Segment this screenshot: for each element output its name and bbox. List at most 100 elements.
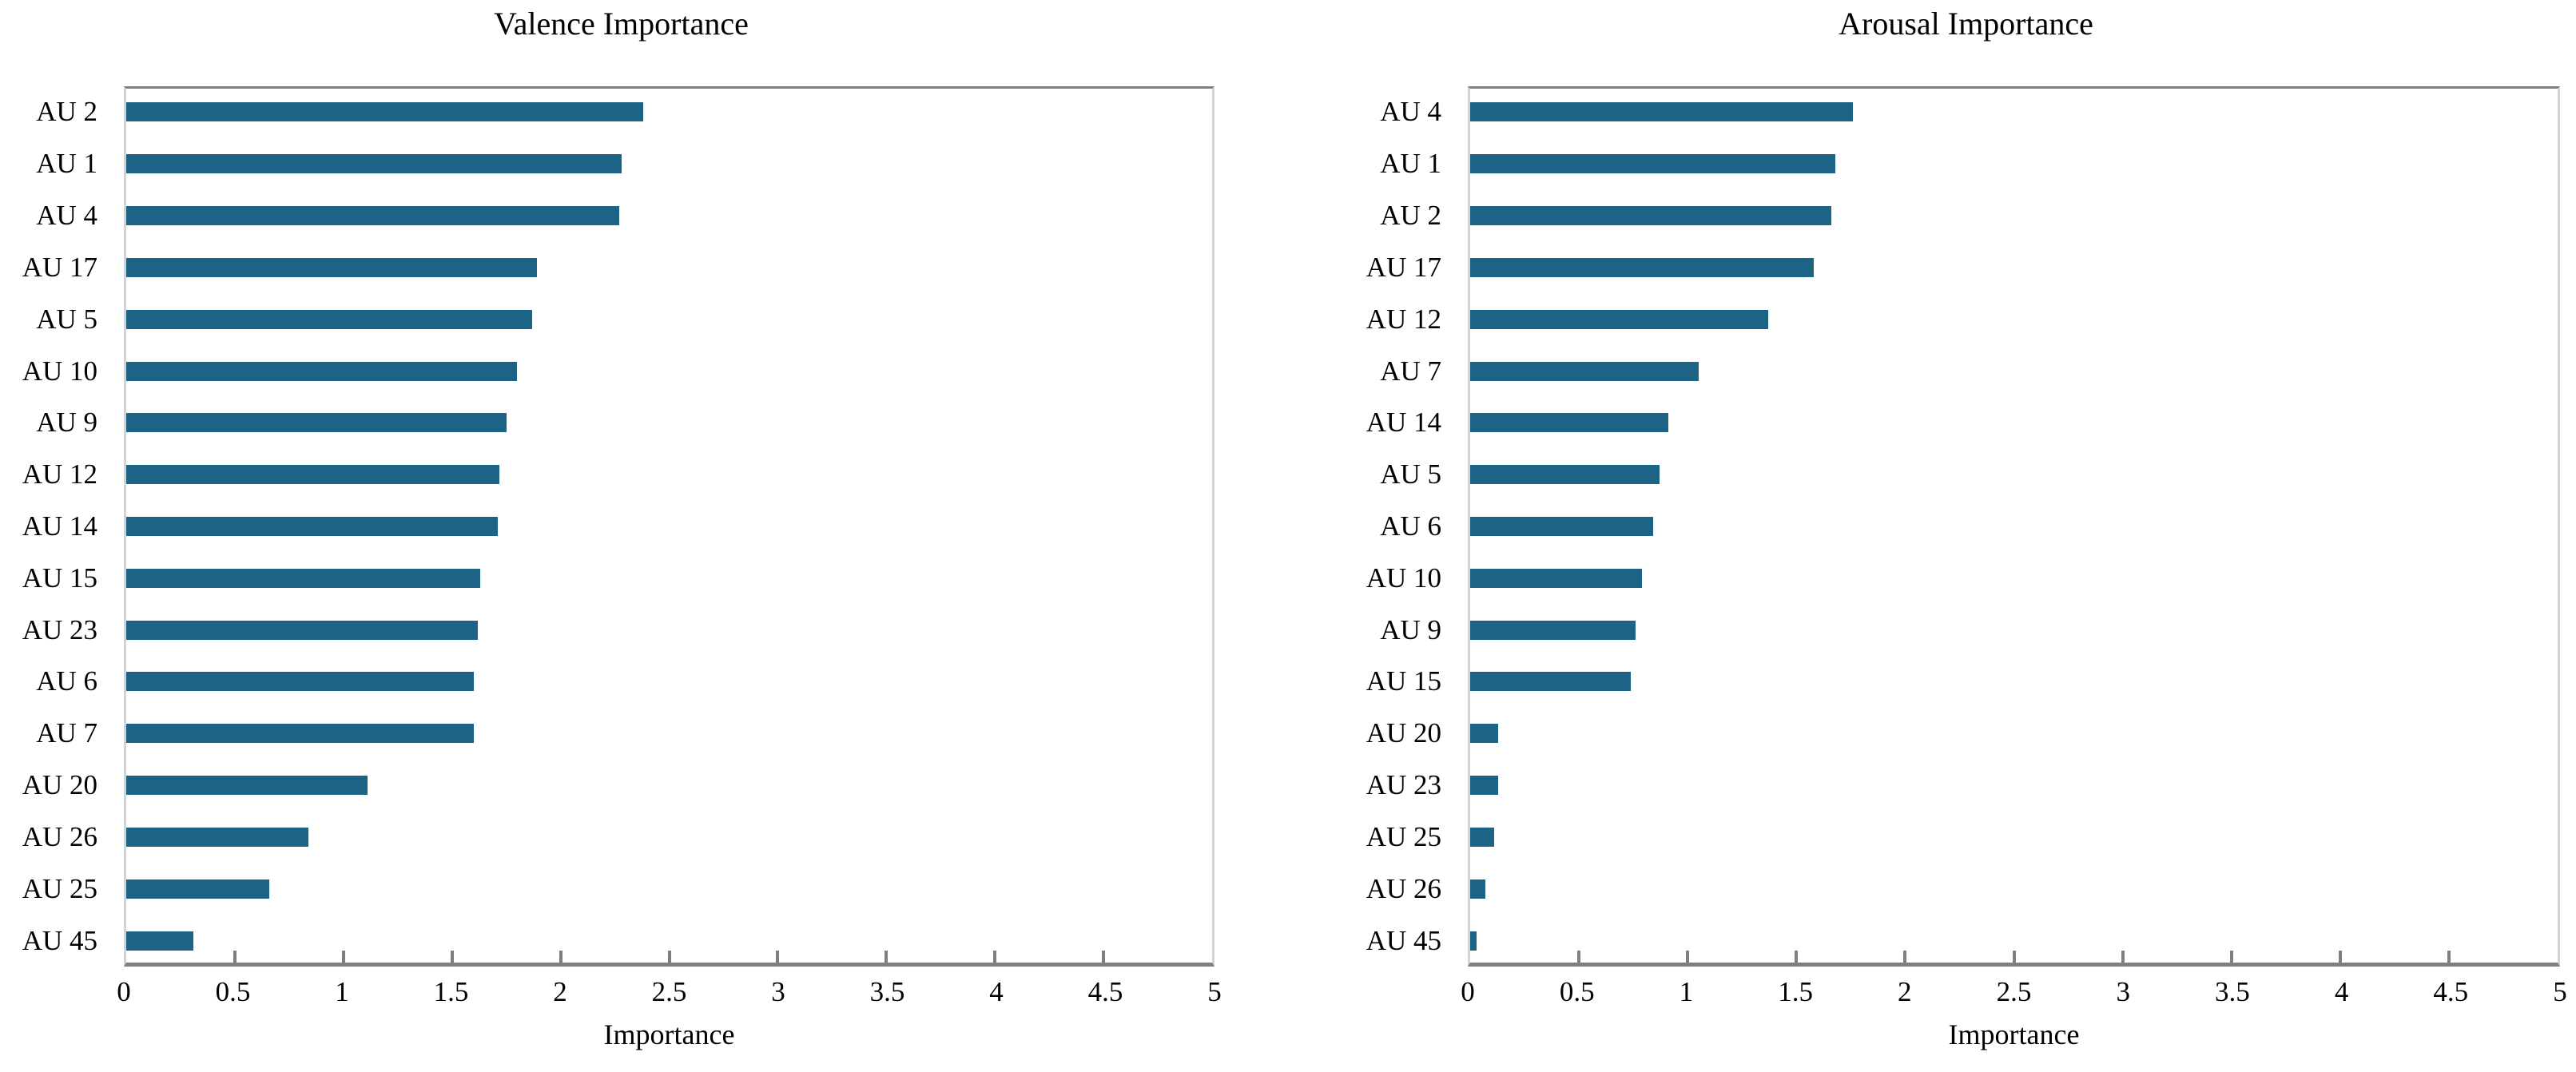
arousal-x-tick-2.5 [2012,951,2016,963]
valence-y-label-au-2: AU 2 [36,96,97,128]
valence-bar-au-12 [126,465,500,485]
valence-y-label-au-10: AU 10 [22,355,97,387]
valence-y-label-au-15: AU 15 [22,562,97,594]
valence-y-label-au-45: AU 45 [22,924,97,956]
arousal-chart: Arousal Importance Importance AU 4 AU 1 AU… [1288,0,2576,1072]
arousal-bar-au-14 [1470,413,1668,433]
valence-x-tick-label-5: 5 [1207,976,1222,1007]
arousal-x-tick-0.5 [1577,951,1581,963]
valence-x-axis-label: Importance [603,1018,735,1050]
arousal-bar-au-7 [1470,361,1699,381]
arousal-y-label-au-14: AU 14 [1366,407,1441,439]
valence-x-tick-2 [559,951,563,963]
arousal-bar-au-15 [1470,672,1632,692]
arousal-y-label-au-12: AU 12 [1366,303,1441,335]
arousal-y-label-au-25: AU 25 [1366,820,1441,852]
arousal-bar-au-12 [1470,309,1768,329]
valence-y-label-au-6: AU 6 [36,665,97,697]
valence-x-tick-label-4: 4 [989,976,1004,1007]
arousal-y-label-au-2: AU 2 [1380,200,1441,232]
arousal-y-label-au-26: AU 26 [1366,872,1441,904]
valence-bar-au-4 [126,206,619,226]
valence-chart: Valence Importance Importance AU 2 AU 1 AU… [22,6,1222,1050]
arousal-x-tick-1.5 [1795,951,1799,963]
valence-bar-au-15 [126,568,481,588]
valence-y-label-au-14: AU 14 [22,510,97,542]
valence-x-tick-label-0.5: 0.5 [215,976,251,1007]
arousal-y-label-au-7: AU 7 [1380,355,1441,387]
valence-bar-au-7 [126,724,474,744]
valence-y-label-au-7: AU 7 [36,717,97,749]
valence-y-label-au-1: AU 1 [36,148,97,180]
valence-bar-au-45 [126,931,194,951]
valence-bar-au-1 [126,154,622,174]
valence-y-label-au-17: AU 17 [22,251,97,283]
arousal-y-label-au-15: AU 15 [1366,665,1441,697]
valence-x-tick-1.5 [450,951,454,963]
valence-bar-au-9 [126,413,507,433]
arousal-x-tick-label-3.5: 3.5 [2215,976,2250,1007]
valence-x-tick-0.5 [233,951,237,963]
valence-x-tick-label-3.5: 3.5 [869,976,905,1007]
arousal-y-label-au-6: AU 6 [1380,510,1441,542]
valence-x-tick-4.5 [1102,951,1106,963]
valence-x-tick-label-1: 1 [335,976,349,1007]
valence-bar-au-23 [126,620,479,640]
arousal-x-tick-label-3: 3 [2116,976,2130,1007]
arousal-y-label-au-20: AU 20 [1366,717,1441,749]
arousal-y-label-au-23: AU 23 [1366,769,1441,801]
valence-y-label-au-26: AU 26 [22,820,97,852]
arousal-x-tick-label-2.5: 2.5 [1996,976,2032,1007]
valence-y-label-au-9: AU 9 [36,407,97,439]
arousal-bar-au-9 [1470,620,1636,640]
arousal-x-tick-label-0: 0 [1461,976,1475,1007]
valence-bar-au-17 [126,257,537,277]
valence-bar-au-26 [126,827,309,847]
arousal-x-tick-label-4.5: 4.5 [2433,976,2469,1007]
valence-plot-area [124,86,1214,967]
valence-x-tick-label-2: 2 [553,976,567,1007]
valence-y-label-au-23: AU 23 [22,613,97,645]
arousal-x-axis-label: Importance [1948,1018,2080,1050]
arousal-bar-au-23 [1470,776,1499,796]
valence-x-tick-3.5 [885,951,888,963]
arousal-chart-title: Arousal Importance [1839,6,2093,42]
valence-x-tick-label-1.5: 1.5 [433,976,469,1007]
valence-x-tick-4 [993,951,997,963]
arousal-x-tick-label-1: 1 [1679,976,1694,1007]
arousal-x-tick-2 [1903,951,1907,963]
valence-y-label-au-5: AU 5 [36,303,97,335]
arousal-x-tick-3 [2121,951,2125,963]
valence-x-tick-3 [776,951,780,963]
arousal-bar-au-6 [1470,517,1653,536]
arousal-y-label-au-1: AU 1 [1380,148,1441,180]
arousal-x-tick-label-0.5: 0.5 [1559,976,1595,1007]
valence-bar-au-25 [126,879,270,899]
arousal-x-tick-label-5: 5 [2553,976,2567,1007]
arousal-y-label-au-45: AU 45 [1366,924,1441,956]
arousal-bar-au-26 [1470,879,1486,899]
valence-bar-au-10 [126,361,518,381]
valence-bar-au-20 [126,776,368,796]
valence-x-tick-label-3: 3 [771,976,785,1007]
valence-x-tick-label-4.5: 4.5 [1087,976,1123,1007]
arousal-x-tick-3.5 [2229,951,2233,963]
arousal-x-tick-label-4: 4 [2334,976,2349,1007]
valence-bar-au-6 [126,672,474,692]
arousal-bar-au-45 [1470,931,1477,951]
valence-bar-au-14 [126,517,498,536]
arousal-y-label-au-4: AU 4 [1380,96,1441,128]
arousal-bar-au-10 [1470,568,1643,588]
valence-bar-au-2 [126,102,643,122]
valence-x-tick-1 [341,951,345,963]
valence-x-tick-label-2.5: 2.5 [651,976,687,1007]
arousal-bar-au-20 [1470,724,1499,744]
arousal-x-tick-4.5 [2447,951,2451,963]
arousal-bar-au-17 [1470,257,1815,277]
arousal-y-label-au-17: AU 17 [1366,251,1441,283]
arousal-bar-au-4 [1470,102,1854,122]
valence-y-label-au-12: AU 12 [22,459,97,490]
arousal-x-tick-label-1.5: 1.5 [1778,976,1813,1007]
arousal-bar-au-25 [1470,827,1494,847]
